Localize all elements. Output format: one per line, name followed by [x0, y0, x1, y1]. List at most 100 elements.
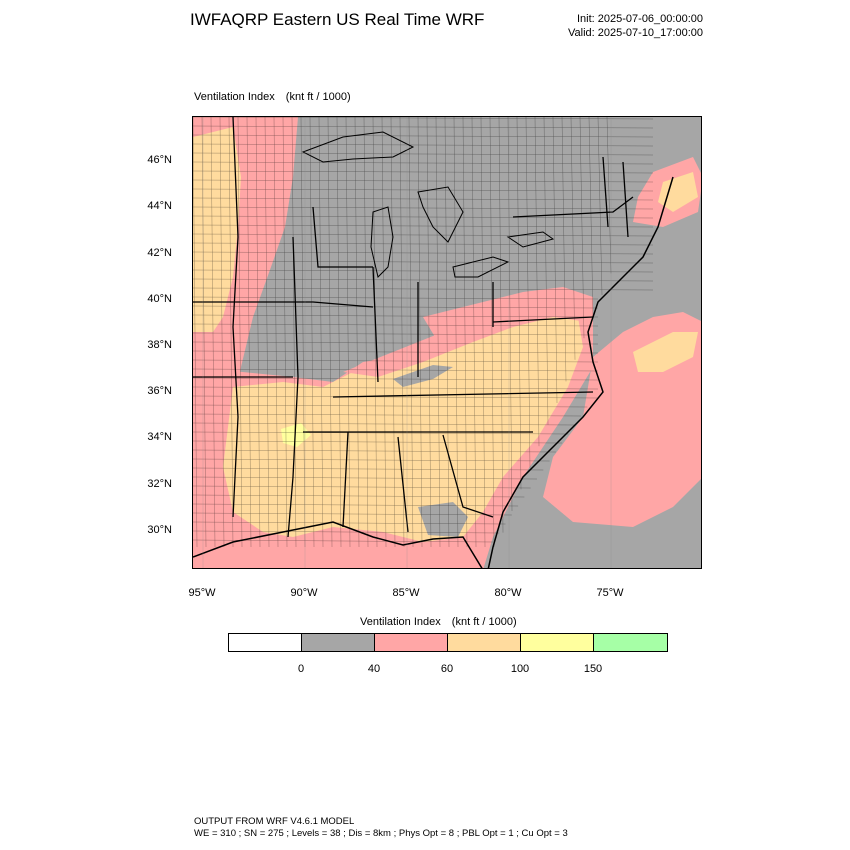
county-line — [228, 117, 234, 548]
county-line — [300, 117, 306, 548]
county-line — [597, 117, 603, 296]
county-line — [193, 134, 654, 138]
county-line — [471, 117, 477, 548]
colorbar-bin — [375, 634, 448, 651]
colorbar-tick: 0 — [297, 663, 305, 675]
colorbar-tick: 100 — [510, 663, 530, 675]
county-line — [444, 117, 450, 548]
county-line — [210, 117, 216, 548]
county-line — [606, 117, 612, 274]
map-field-label: Ventilation Index (knt ft / 1000) — [194, 91, 351, 103]
county-line — [516, 117, 522, 490]
county-line — [579, 117, 585, 339]
county-line — [543, 117, 549, 425]
region-yellow-patch — [281, 423, 311, 447]
colorbar — [228, 633, 668, 652]
colorbar-field-name: Ventilation Index — [360, 616, 441, 628]
county-line — [193, 539, 493, 543]
county-line — [193, 224, 654, 228]
gulf-coastline — [193, 521, 483, 568]
county-line — [193, 206, 654, 210]
county-line — [193, 143, 654, 147]
lake-michigan — [370, 206, 394, 278]
region-midatlantic-pink — [423, 287, 593, 342]
ventilation-index-map — [192, 116, 702, 569]
init-time: Init: 2025-07-06_00:00:00 — [577, 13, 703, 25]
county-line — [480, 117, 486, 548]
county-line — [417, 117, 423, 548]
county-line — [363, 117, 369, 548]
model-info-line1: OUTPUT FROM WRF V4.6.1 MODEL — [194, 816, 355, 827]
valid-time: Valid: 2025-07-10_17:00:00 — [568, 27, 703, 39]
lon-label: 80°W — [494, 587, 522, 599]
county-line — [193, 386, 599, 390]
county-line — [193, 404, 588, 408]
county-line — [193, 377, 599, 381]
county-line — [390, 117, 396, 548]
county-line — [193, 161, 654, 165]
region-appalachian-gray — [393, 365, 453, 387]
colorbar-bin — [229, 634, 302, 651]
lake-superior — [301, 131, 415, 163]
county-line — [193, 197, 654, 201]
county-line — [570, 117, 576, 360]
county-line — [193, 530, 500, 534]
map-field-units: (knt ft / 1000) — [285, 91, 351, 103]
county-line — [453, 117, 459, 548]
colorbar-bin — [521, 634, 594, 651]
county-line — [193, 521, 506, 525]
county-line — [462, 117, 468, 548]
county-line — [534, 117, 540, 447]
county-line — [193, 117, 198, 548]
lat-label: 36°N — [147, 385, 172, 397]
lat-label: 32°N — [147, 478, 172, 490]
lon-label: 85°W — [392, 587, 420, 599]
colorbar-units: (knt ft / 1000) — [451, 616, 517, 628]
county-line — [399, 117, 405, 548]
county-line — [255, 117, 261, 548]
colorbar-tick: 40 — [367, 663, 381, 675]
county-line — [193, 458, 550, 462]
county-line — [525, 117, 531, 468]
region-ocean-tan — [633, 332, 698, 372]
county-line — [193, 188, 654, 192]
county-line — [193, 494, 525, 498]
county-line — [193, 233, 654, 237]
county-line — [193, 242, 654, 246]
county-line — [193, 117, 654, 120]
lat-label: 34°N — [147, 431, 172, 443]
county-line — [193, 314, 599, 318]
region-west-tan — [193, 127, 241, 332]
county-line — [498, 117, 504, 533]
county-line — [193, 269, 654, 273]
colorbar-title: Ventilation Index (knt ft / 1000) — [360, 616, 517, 628]
lon-label: 90°W — [290, 587, 318, 599]
map-canvas — [193, 117, 701, 568]
county-line — [264, 117, 270, 548]
colorbar-bin — [302, 634, 375, 651]
lon-label: 95°W — [188, 587, 216, 599]
county-line — [381, 117, 387, 548]
county-line — [193, 431, 569, 435]
county-line — [507, 117, 513, 512]
county-line — [193, 503, 519, 507]
lake-huron — [417, 186, 464, 243]
county-line — [193, 512, 512, 516]
graticule — [202, 117, 612, 568]
county-line — [193, 413, 582, 417]
county-line — [426, 117, 432, 548]
county-line — [588, 117, 594, 317]
colorbar-tick: 60 — [440, 663, 454, 675]
county-line — [327, 117, 333, 548]
county-line — [193, 332, 599, 336]
county-line — [193, 251, 654, 255]
county-line — [291, 117, 297, 548]
county-line — [193, 305, 599, 309]
county-line — [193, 215, 654, 219]
colorbar-bin — [448, 634, 521, 651]
lat-label: 40°N — [147, 293, 172, 305]
lat-label: 44°N — [147, 200, 172, 212]
county-line — [552, 117, 558, 404]
county-line — [193, 476, 538, 480]
county-line — [193, 323, 599, 327]
